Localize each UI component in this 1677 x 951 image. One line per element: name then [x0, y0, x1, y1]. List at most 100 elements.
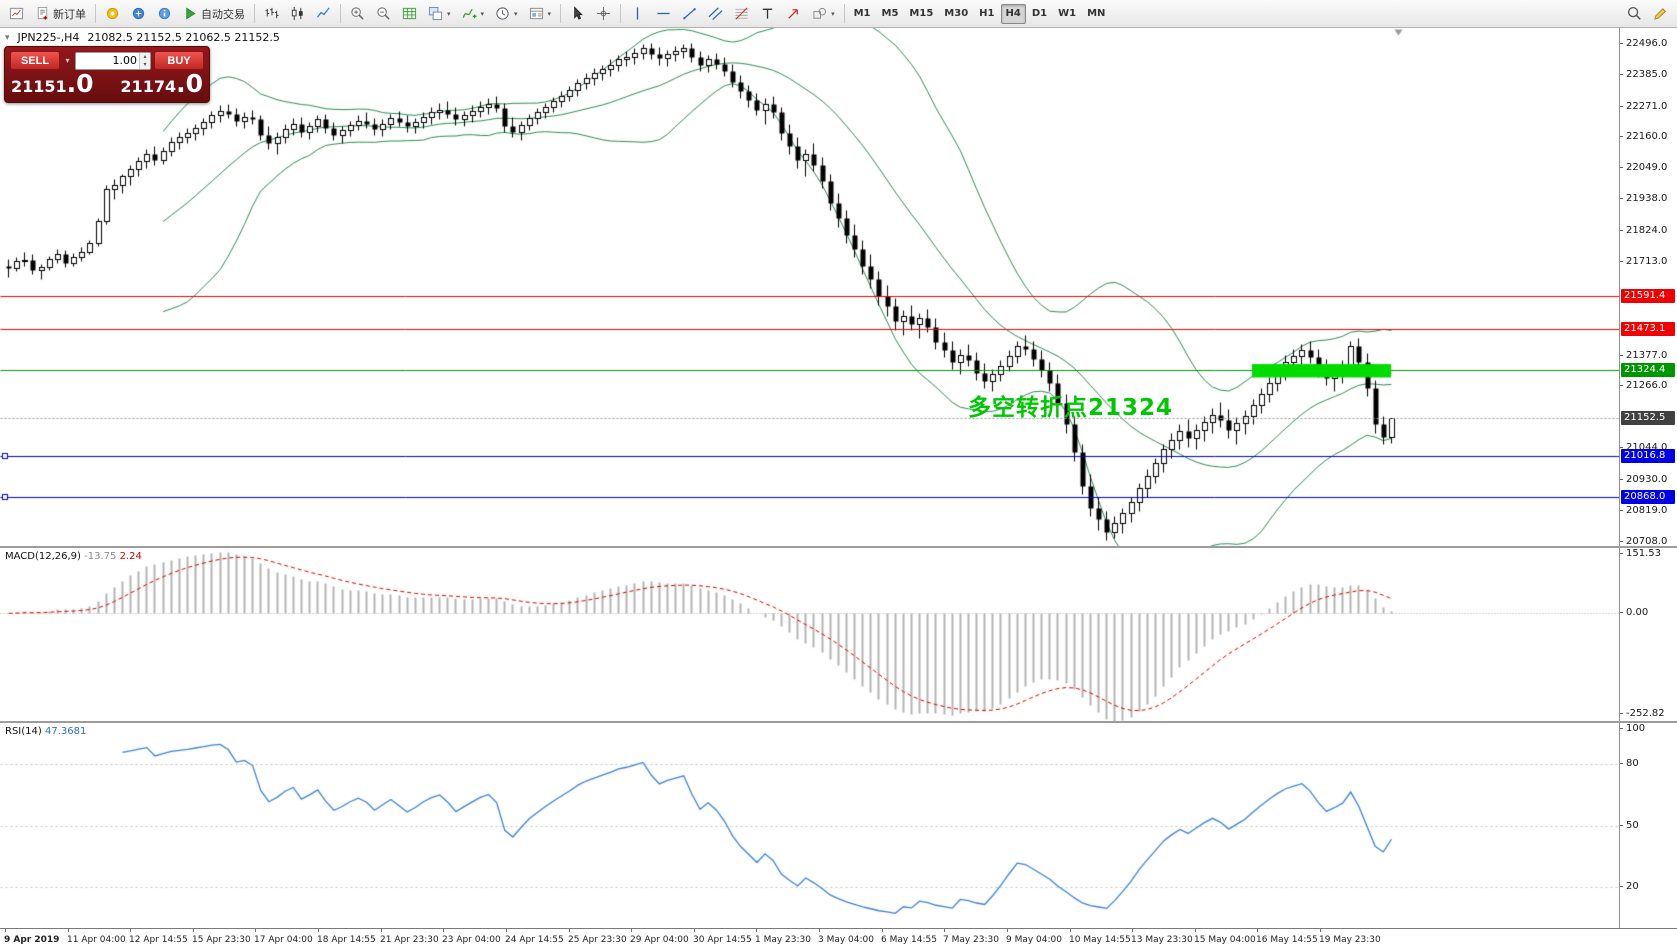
pane-separator[interactable]	[0, 721, 1677, 723]
vertical-line-button[interactable]	[625, 3, 650, 25]
bar-chart-mode-button[interactable]	[259, 3, 284, 25]
timeframe-mn-button[interactable]: MN	[1087, 8, 1106, 19]
sell-button[interactable]: SELL	[10, 51, 60, 70]
zoom-out-button[interactable]	[371, 3, 396, 25]
toolbar-separator	[843, 4, 845, 23]
time-axis-label: 6 May 14:55	[881, 935, 937, 945]
vline-icon	[630, 6, 645, 21]
volume-input[interactable]	[76, 54, 139, 67]
time-axis-label: 30 Apr 14:55	[693, 935, 752, 945]
price-level-badge: 21591.4	[1621, 288, 1675, 303]
candlestick-chart-canvas[interactable]	[0, 28, 1619, 546]
axis-tick-label: 22160.0	[1619, 131, 1668, 143]
chart-window-button[interactable]	[4, 3, 29, 25]
price-axis[interactable]: 22496.0 22385.0 22271.0 22160.0 22049.0 21938…	[1619, 28, 1677, 547]
order-type-dropdown-icon[interactable]: ▾	[65, 56, 70, 65]
tile-windows-button[interactable]: ▾	[423, 3, 456, 25]
macd-axis[interactable]: 151.53 0.00 -252.82	[1619, 548, 1677, 721]
timeframe-m15-button[interactable]: M15	[909, 8, 934, 19]
time-axis-tick	[1070, 929, 1071, 932]
axis-tick-label: 21266.0	[1619, 380, 1668, 392]
help-button[interactable]	[152, 3, 177, 25]
periods-button[interactable]: ▾	[490, 3, 523, 25]
price-level-badge: 21473.1	[1621, 321, 1675, 336]
time-axis-label: 17 Apr 04:00	[254, 935, 313, 945]
buy-button[interactable]: BUY	[154, 51, 204, 70]
data-grid-button[interactable]	[397, 3, 422, 25]
time-axis-label: 13 May 23:30	[1131, 935, 1193, 945]
main-chart-pane[interactable]: ▾ JPN225-,H4 21082.5 21152.5 21062.5 211…	[0, 28, 1677, 547]
line-chart-mode-button[interactable]	[311, 3, 336, 25]
timeframe-m30-button[interactable]: M30	[944, 8, 969, 19]
time-axis-label: 18 Apr 14:55	[317, 935, 376, 945]
axis-tick-label: 22496.0	[1619, 37, 1668, 49]
timeframe-h1-button[interactable]: H1	[979, 8, 995, 19]
main-toolbar: 新订单 自动交易 ▾ ▾ ▾ ▾ ▾ M1 M5 M15 M30 H1 H4 D1 W1 MN	[0, 0, 1677, 28]
candle-chart-mode-button[interactable]	[285, 3, 310, 25]
axis-tick-label: 50	[1620, 819, 1639, 831]
time-axis-tick	[569, 929, 570, 932]
new-order-icon	[35, 6, 50, 21]
indicators-button[interactable]: ▾	[457, 3, 490, 25]
chevron-down-icon[interactable]: ▾	[514, 9, 518, 18]
axis-tick-label: 21044.0	[1619, 442, 1668, 454]
fibonacci-button[interactable]	[729, 3, 754, 25]
timeframe-m5-button[interactable]: M5	[881, 8, 899, 19]
rsi-pane[interactable]: RSI(14) 47.3681 100 80 50 20	[0, 723, 1677, 928]
search-button[interactable]	[1622, 3, 1647, 25]
axis-tick-label: 0.00	[1619, 606, 1649, 618]
tile-icon	[428, 6, 443, 21]
cursor-button[interactable]	[565, 3, 590, 25]
ea-icon	[105, 6, 120, 21]
equidistant-channel-button[interactable]	[703, 3, 728, 25]
toolbar-separator	[340, 4, 341, 23]
volume-up-button[interactable]: ▴	[143, 52, 147, 60]
toolbar-separator	[560, 4, 562, 23]
shapes-button[interactable]: ▾	[807, 3, 840, 25]
crosshair-button[interactable]	[591, 3, 616, 25]
rsi-canvas[interactable]	[0, 723, 1619, 928]
chevron-down-icon[interactable]: ▾	[480, 9, 485, 18]
chevron-down-icon[interactable]: ▾	[831, 9, 835, 18]
edit-button[interactable]	[1648, 3, 1673, 25]
time-axis-label: 23 Apr 04:00	[442, 935, 501, 945]
shapes-icon	[812, 6, 827, 21]
time-axis-tick	[944, 929, 945, 932]
volume-down-button[interactable]: ▾	[143, 60, 147, 68]
market-watch-button[interactable]	[126, 3, 151, 25]
volume-stepper: ▴▾	[75, 51, 151, 70]
time-axis-tick	[819, 929, 820, 932]
auto-trading-button[interactable]: 自动交易	[178, 3, 250, 25]
axis-tick-label: 80	[1620, 758, 1639, 769]
time-axis-label: 25 Apr 23:30	[568, 935, 627, 945]
arrows-tool-button[interactable]	[781, 3, 806, 25]
crosshair-icon	[596, 6, 611, 21]
chevron-down-icon[interactable]: ▾	[447, 9, 451, 18]
text-tool-button[interactable]	[755, 3, 780, 25]
templates-button[interactable]: ▾	[524, 3, 557, 25]
one-click-toggle-icon[interactable]: ▾	[5, 32, 10, 43]
time-axis[interactable]: 9 Apr 2019 11 Apr 04:00 12 Apr 14:55 15 Apr…	[0, 928, 1677, 951]
expert-advisors-button[interactable]	[100, 3, 125, 25]
time-axis-label: 9 May 04:00	[1006, 935, 1062, 945]
new-order-button[interactable]: 新订单	[30, 3, 91, 25]
time-axis-tick	[506, 929, 507, 932]
timeframe-d1-button[interactable]: D1	[1031, 8, 1048, 19]
zoom-in-button[interactable]	[345, 3, 370, 25]
price-level-badge: 20868.0	[1621, 490, 1675, 505]
timeframe-h4-button[interactable]: H4	[1000, 3, 1026, 24]
time-axis-tick	[1320, 929, 1321, 932]
zoom-out-icon	[376, 6, 391, 21]
rsi-axis[interactable]: 100 80 50 20	[1619, 723, 1677, 928]
pane-separator[interactable]	[0, 546, 1677, 548]
macd-canvas[interactable]	[0, 548, 1619, 721]
timeframe-w1-button[interactable]: W1	[1058, 8, 1077, 19]
horizontal-line-button[interactable]	[651, 3, 676, 25]
time-axis-tick	[68, 929, 69, 932]
axis-tick-label: 22049.0	[1619, 162, 1668, 174]
chevron-down-icon[interactable]: ▾	[547, 9, 552, 18]
trendline-button[interactable]	[677, 3, 702, 25]
macd-pane[interactable]: MACD(12,26,9) -13.75 2.24 151.53 0.00 -252…	[0, 548, 1677, 721]
timeframe-m1-button[interactable]: M1	[853, 8, 871, 19]
candles-icon	[290, 6, 305, 21]
